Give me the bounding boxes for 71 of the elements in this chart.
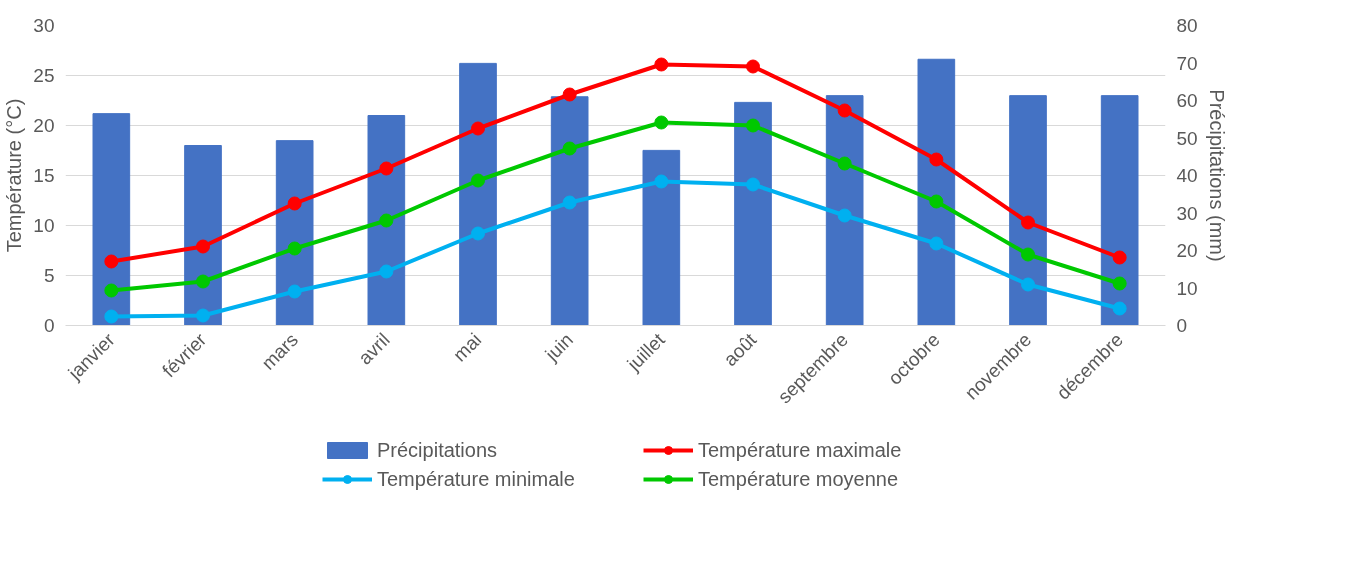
bar	[734, 101, 772, 326]
point	[104, 283, 119, 298]
point	[379, 264, 394, 279]
point	[562, 141, 577, 156]
y-tick-label: 5	[43, 265, 55, 286]
point	[746, 59, 760, 74]
point	[379, 213, 394, 228]
y2-axis-title: Précipitations (mm)	[1205, 89, 1228, 262]
y2-tick-label: 50	[1176, 127, 1198, 149]
point	[1021, 247, 1035, 262]
point	[104, 309, 119, 324]
legend-label: Température moyenne	[698, 467, 900, 491]
legend-label: Température minimale	[377, 467, 576, 491]
point	[379, 161, 394, 176]
y-tick-label: 15	[33, 165, 55, 186]
y2-tick-label: 30	[1176, 202, 1198, 224]
point	[471, 121, 485, 136]
point	[104, 254, 119, 269]
bar	[917, 58, 956, 326]
bar	[825, 95, 864, 326]
point	[287, 284, 302, 299]
y-tick-label: 10	[33, 215, 55, 236]
point	[929, 194, 944, 209]
point	[196, 274, 210, 289]
point	[929, 236, 944, 251]
legend-label: Température maximale	[698, 438, 903, 462]
y-tick-label: 0	[43, 315, 55, 336]
point	[562, 87, 577, 102]
bar	[367, 115, 406, 326]
point	[746, 118, 760, 133]
point	[196, 308, 210, 323]
bar	[92, 113, 131, 326]
point	[196, 239, 210, 254]
y-tick-label: 25	[33, 65, 55, 86]
bar	[642, 149, 681, 326]
point	[654, 115, 669, 130]
y2-tick-label: 60	[1176, 90, 1198, 111]
x-tick-label: août	[719, 328, 761, 371]
y2-tick-label: 0	[1176, 315, 1188, 336]
legend-label: Précipitations	[377, 438, 499, 462]
point	[471, 226, 485, 241]
point	[654, 174, 669, 189]
y2-tick-label: 80	[1176, 15, 1198, 36]
point	[1112, 276, 1127, 291]
y-tick-label: 30	[33, 15, 55, 36]
y2-tick-label: 40	[1176, 165, 1198, 186]
point	[562, 195, 577, 210]
bar	[550, 96, 589, 326]
y-axis-title: Température (°C)	[3, 98, 26, 253]
point	[1021, 277, 1035, 292]
point	[837, 103, 852, 118]
bar	[1100, 95, 1139, 326]
point	[1021, 215, 1035, 230]
x-tick-label: juin	[540, 329, 578, 366]
point	[746, 177, 760, 192]
bar	[459, 62, 497, 326]
point	[837, 156, 852, 171]
point	[287, 241, 302, 256]
y-tick-label: 20	[33, 115, 55, 136]
y2-tick-label: 20	[1176, 240, 1198, 261]
point	[471, 173, 485, 188]
y2-tick-label: 10	[1176, 277, 1198, 299]
y2-tick-label: 70	[1176, 52, 1198, 74]
point	[1112, 301, 1127, 316]
point	[1112, 250, 1127, 265]
point	[929, 152, 944, 167]
point	[654, 57, 669, 72]
bar	[1009, 95, 1047, 326]
point	[287, 196, 302, 211]
point	[837, 208, 852, 223]
x-tick-label: mai	[448, 329, 486, 366]
